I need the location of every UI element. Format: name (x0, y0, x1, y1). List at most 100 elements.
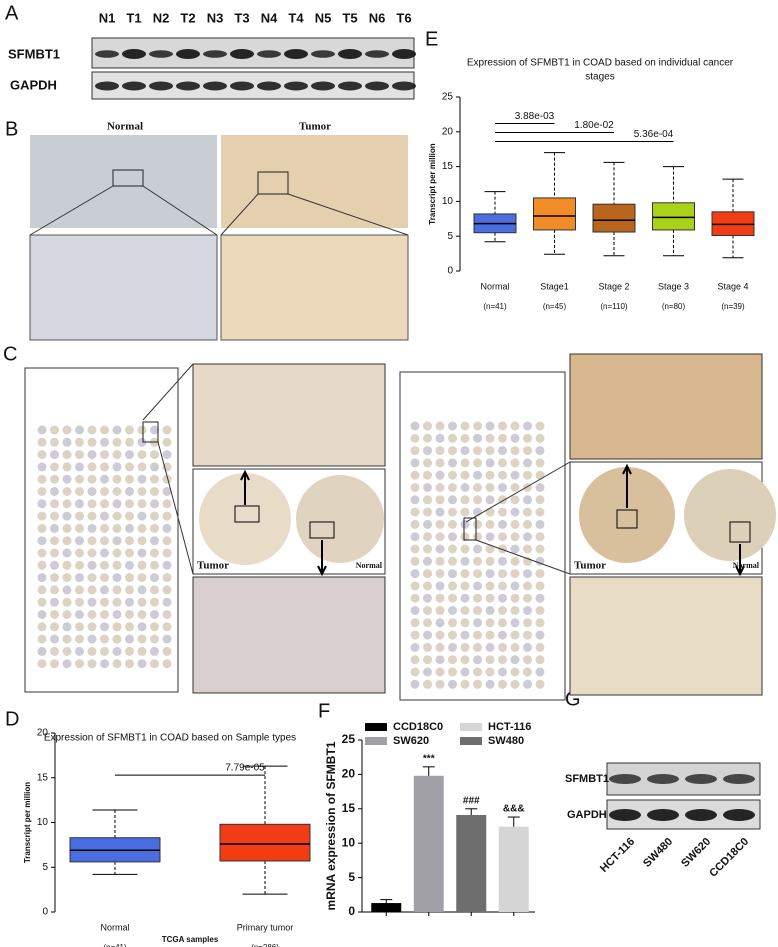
core (410, 593, 420, 603)
zoom-box (463, 517, 477, 541)
core (523, 421, 532, 431)
band (203, 50, 227, 58)
core (137, 474, 147, 484)
core (684, 469, 776, 561)
band (122, 49, 146, 59)
zoom-box (142, 421, 159, 443)
core (510, 569, 520, 579)
y-tick-label: 25 (442, 92, 454, 103)
core (112, 487, 122, 496)
core (50, 450, 59, 460)
core (75, 536, 84, 546)
core (435, 495, 445, 505)
core (62, 659, 72, 669)
core (50, 536, 59, 546)
core (485, 421, 495, 431)
core (435, 458, 445, 468)
core (125, 425, 134, 435)
band (723, 774, 755, 784)
core (125, 462, 134, 472)
core (125, 499, 134, 509)
core (410, 433, 420, 443)
core (523, 470, 532, 480)
core (410, 556, 420, 566)
core (448, 593, 457, 603)
core (510, 556, 520, 566)
legend-swatch (460, 737, 482, 745)
core (125, 659, 134, 669)
core (448, 556, 457, 566)
core (37, 523, 47, 533)
core (473, 421, 482, 431)
core (448, 606, 457, 615)
core (460, 470, 470, 480)
core (535, 655, 545, 665)
core (112, 523, 122, 533)
core (87, 487, 97, 496)
core (125, 585, 134, 595)
core (523, 446, 532, 456)
core (37, 450, 47, 460)
band (95, 50, 119, 58)
core (112, 659, 122, 669)
core (75, 437, 84, 447)
significance-label: 3.88e-03 (515, 111, 555, 122)
core (460, 458, 470, 468)
core (498, 519, 507, 529)
core (62, 585, 72, 595)
core (125, 597, 134, 607)
core (535, 679, 545, 689)
core (535, 446, 545, 456)
band (609, 809, 641, 821)
core (473, 569, 482, 579)
band (149, 81, 173, 91)
core (423, 556, 432, 566)
core (498, 593, 507, 603)
zoom-line (142, 363, 571, 575)
core (435, 556, 445, 566)
core (162, 597, 172, 607)
core (485, 606, 495, 615)
core (50, 548, 59, 558)
core (448, 581, 457, 591)
core (535, 667, 545, 677)
core (410, 581, 420, 591)
core (75, 585, 84, 595)
row-label: GAPDH (10, 77, 57, 92)
x-tick-label: Stage 2 (598, 281, 629, 291)
core (410, 667, 420, 677)
core (100, 437, 109, 447)
core (460, 507, 470, 517)
core (435, 606, 445, 615)
core (87, 523, 97, 533)
core (448, 470, 457, 480)
core (100, 659, 109, 669)
core (460, 581, 470, 591)
core (37, 597, 47, 607)
core (112, 536, 122, 546)
core (37, 437, 47, 447)
core (448, 433, 457, 443)
core (448, 458, 457, 468)
y-tick-label: 10 (342, 835, 356, 849)
core (125, 474, 134, 484)
core (37, 634, 47, 644)
core (75, 634, 84, 644)
core (150, 487, 159, 496)
core (62, 536, 72, 546)
core (62, 425, 72, 435)
core (448, 507, 457, 517)
core (75, 450, 84, 460)
core (112, 474, 122, 484)
image (221, 135, 408, 228)
core (75, 487, 84, 496)
core (112, 622, 122, 632)
core (100, 511, 109, 521)
core (87, 659, 97, 669)
band (338, 81, 362, 91)
core (460, 569, 470, 579)
core (87, 646, 97, 656)
core (435, 544, 445, 554)
core (435, 433, 445, 443)
core (137, 499, 147, 509)
